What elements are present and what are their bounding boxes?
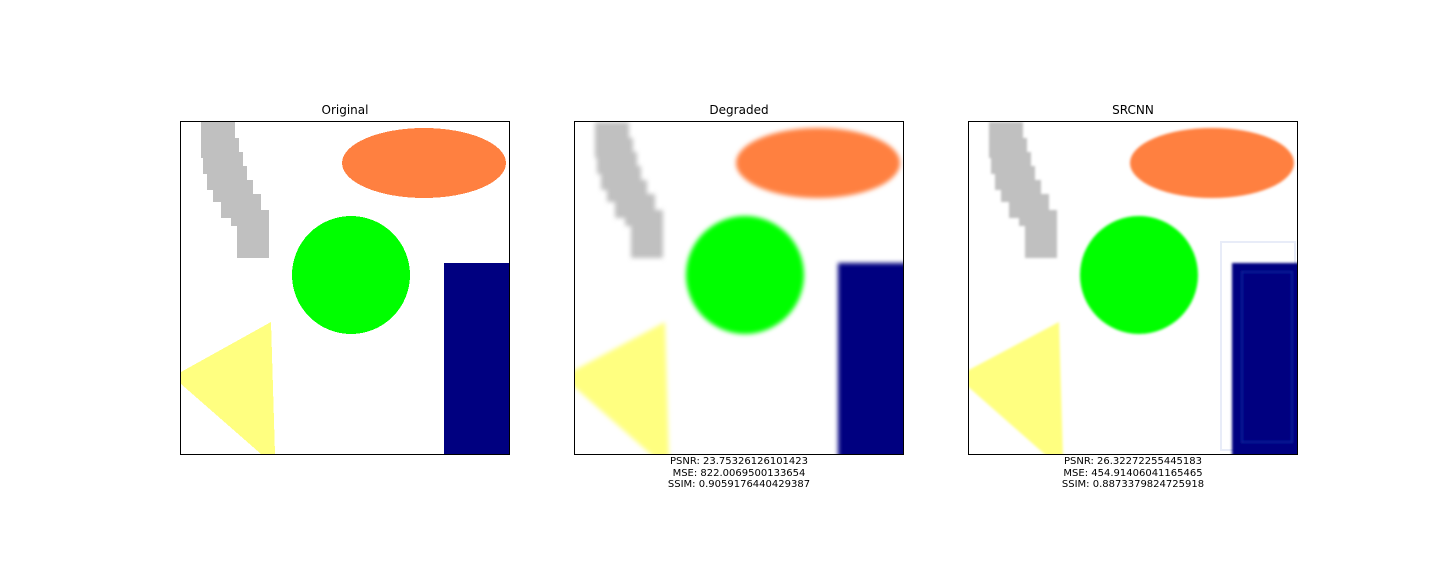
green-circle xyxy=(292,216,410,334)
image-degraded xyxy=(574,121,904,455)
gray-bar xyxy=(595,122,663,258)
ssim-value: SSIM: 0.9059176440429387 xyxy=(667,479,811,490)
gray-bar xyxy=(989,122,1057,258)
navy-inner-line xyxy=(1241,271,1293,443)
panel-title: Original xyxy=(321,103,369,117)
green-circle xyxy=(686,216,804,334)
orange-ellipse xyxy=(342,128,506,198)
panel-title: Degraded xyxy=(709,103,769,117)
image-original xyxy=(180,121,510,455)
psnr-value: PSNR: 26.32272255445183 xyxy=(1063,456,1203,467)
orange-ellipse xyxy=(736,128,900,198)
mse-value: MSE: 822.0069500133654 xyxy=(672,467,806,479)
yellow-triangle xyxy=(181,322,275,454)
yellow-triangle xyxy=(575,322,669,454)
metrics-degraded: PSNR: 23.75326126101423 MSE: 822.0069500… xyxy=(574,456,904,491)
metrics-srcnn: PSNR: 26.32272255445183 MSE: 454.9140604… xyxy=(968,456,1298,491)
navy-rect xyxy=(444,263,509,454)
gray-bar xyxy=(201,122,269,258)
panel-title: SRCNN xyxy=(1112,103,1154,117)
psnr-value: PSNR: 23.75326126101423 xyxy=(669,456,809,467)
orange-ellipse xyxy=(1130,128,1294,198)
image-srcnn xyxy=(968,121,1298,455)
green-circle xyxy=(1080,216,1198,334)
yellow-triangle xyxy=(969,322,1063,454)
mse-value: MSE: 454.91406041165465 xyxy=(1063,467,1203,479)
navy-rect xyxy=(838,263,903,454)
ssim-value: SSIM: 0.8873379824725918 xyxy=(1061,479,1205,490)
